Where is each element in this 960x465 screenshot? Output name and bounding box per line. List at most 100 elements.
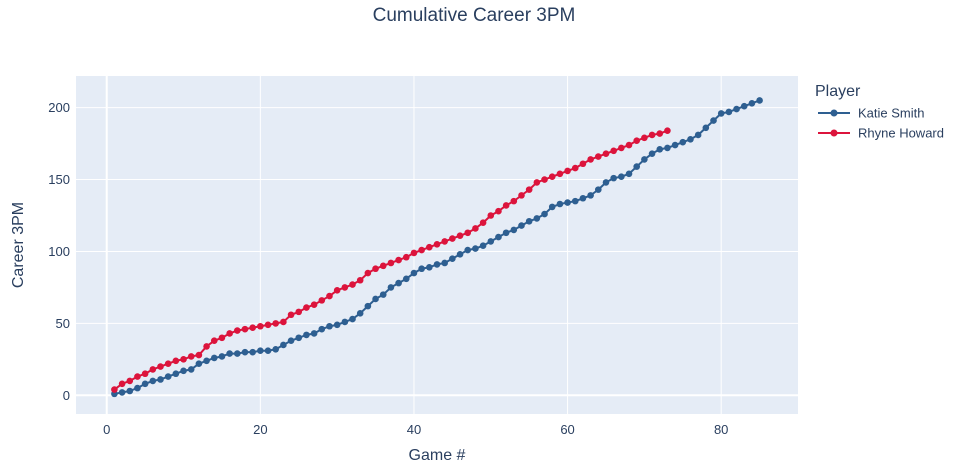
data-point (510, 197, 518, 205)
data-point (595, 186, 602, 193)
data-point (587, 192, 594, 199)
x-tick-label: 0 (103, 422, 110, 437)
data-point (234, 350, 241, 357)
data-point (464, 229, 472, 237)
y-tick-label: 150 (48, 172, 70, 187)
data-point (548, 173, 556, 180)
data-point (595, 153, 602, 160)
data-point (456, 232, 464, 239)
data-point (387, 284, 395, 291)
data-point (379, 262, 387, 270)
data-point (395, 256, 402, 264)
data-point (333, 321, 341, 329)
data-point (479, 242, 487, 250)
data-point (648, 150, 656, 157)
data-point (326, 322, 333, 330)
data-point (464, 246, 472, 254)
data-point (157, 363, 164, 370)
data-point (610, 147, 617, 155)
data-point (641, 134, 648, 142)
data-point (295, 334, 303, 342)
data-point (664, 127, 671, 134)
data-point (495, 233, 502, 241)
data-point (725, 108, 733, 116)
data-point (556, 170, 564, 178)
legend-item[interactable]: Rhyne Howard (818, 126, 944, 141)
data-point (717, 110, 725, 117)
data-point (733, 105, 740, 113)
data-point (341, 318, 349, 326)
data-point (310, 330, 318, 337)
data-point (402, 253, 410, 261)
data-point (318, 325, 326, 333)
series-katie-smith (111, 97, 763, 398)
data-point (257, 322, 264, 330)
data-point (287, 311, 295, 319)
data-point (433, 261, 441, 268)
data-point (218, 353, 226, 360)
data-point (395, 279, 402, 287)
data-point (141, 370, 149, 378)
series-group (111, 97, 763, 398)
data-point (264, 321, 272, 329)
data-point (218, 334, 226, 342)
data-point (149, 366, 157, 373)
data-point (402, 275, 410, 283)
data-point (364, 302, 372, 310)
y-tick-label: 100 (48, 244, 70, 259)
data-point (180, 367, 187, 375)
data-point (441, 238, 448, 245)
data-point (426, 243, 433, 251)
data-point (257, 347, 264, 355)
data-point (226, 350, 233, 357)
data-point (587, 156, 594, 163)
data-point (472, 245, 479, 252)
data-point (602, 150, 610, 157)
data-point (541, 210, 548, 218)
data-point (118, 380, 126, 388)
data-point (426, 263, 433, 271)
data-point (740, 102, 748, 110)
data-point (134, 384, 141, 392)
legend-item[interactable]: Katie Smith (818, 106, 924, 121)
data-point (418, 246, 425, 254)
data-point (187, 366, 195, 373)
data-point (449, 255, 456, 262)
data-point (303, 331, 310, 339)
data-point (518, 222, 525, 229)
data-point (687, 135, 694, 143)
data-point (295, 308, 303, 316)
data-point (541, 176, 548, 183)
data-point (272, 345, 280, 353)
data-point (126, 387, 134, 395)
data-point (172, 357, 180, 365)
data-point (341, 284, 349, 291)
data-point (625, 141, 633, 149)
data-point (625, 170, 633, 178)
data-point (487, 238, 495, 245)
data-point (241, 348, 249, 356)
data-point (525, 217, 533, 225)
data-point (641, 156, 648, 163)
data-point (410, 269, 418, 277)
data-point (633, 137, 640, 145)
legend-items: Katie Smith Rhyne Howard (818, 106, 944, 141)
data-point (356, 310, 364, 317)
data-point (410, 249, 418, 257)
x-tick-label: 20 (253, 422, 267, 437)
series-rhyne-howard (111, 127, 671, 393)
data-point (702, 124, 710, 132)
data-point (234, 327, 241, 334)
data-point (379, 291, 387, 298)
data-point (164, 360, 172, 367)
data-point (287, 337, 295, 344)
data-point (326, 292, 333, 300)
data-point (126, 377, 134, 385)
data-point (656, 130, 664, 137)
data-point (610, 174, 617, 182)
data-point (141, 380, 149, 388)
data-point (149, 377, 157, 385)
data-point (249, 348, 256, 356)
data-point (472, 225, 479, 232)
data-point (656, 146, 664, 153)
